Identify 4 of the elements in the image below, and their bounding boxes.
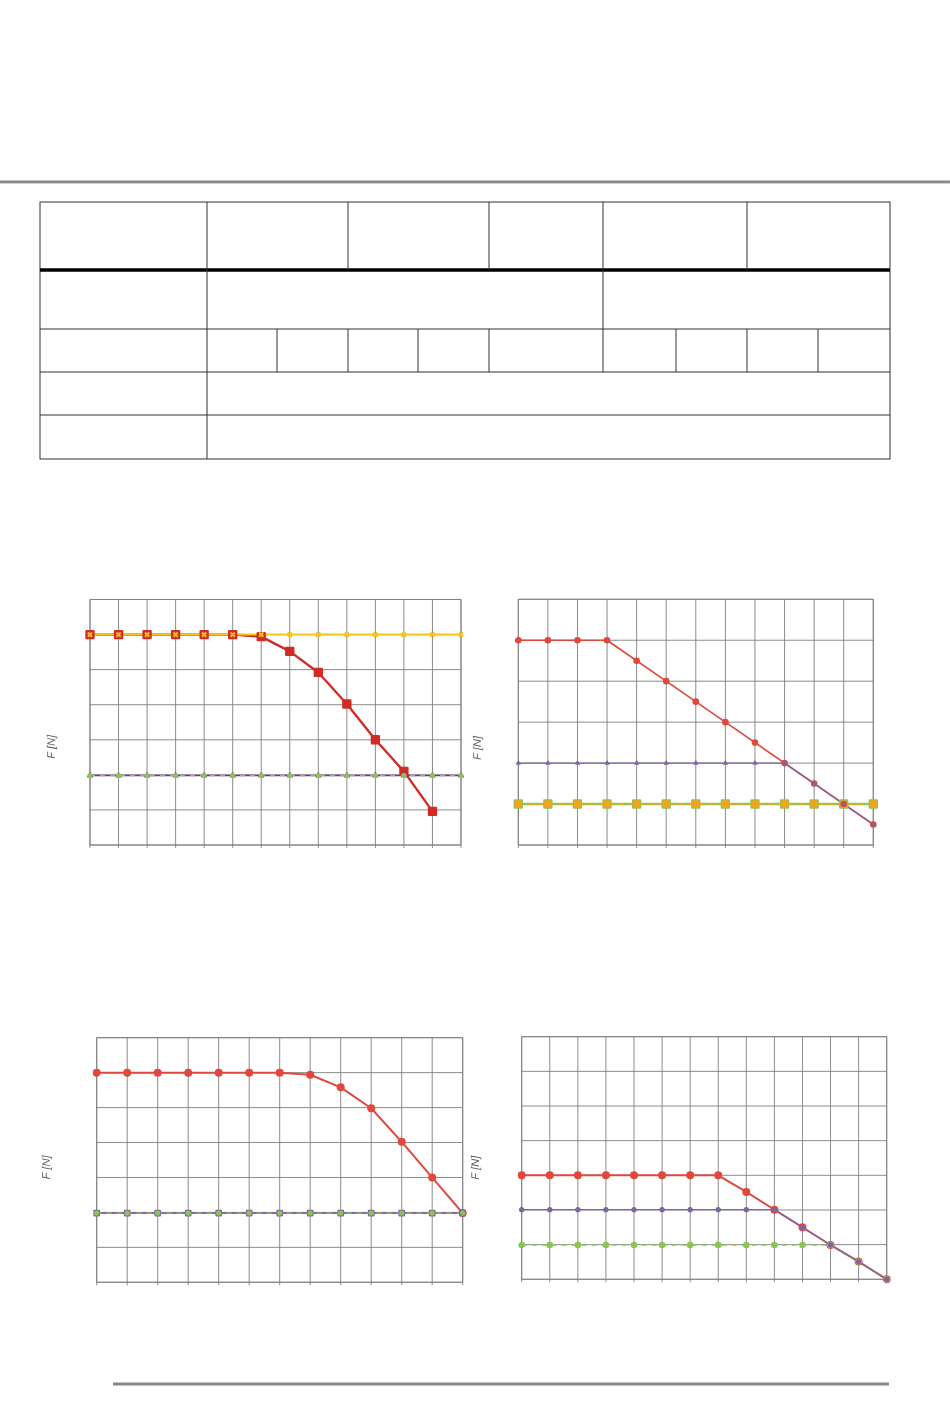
y-axis-title: F [N]	[472, 735, 484, 760]
y-axis-title: F [N]	[46, 734, 58, 759]
y-axis-title: F [N]	[470, 1155, 482, 1180]
y-axis-title: F [N]	[41, 1155, 53, 1179]
